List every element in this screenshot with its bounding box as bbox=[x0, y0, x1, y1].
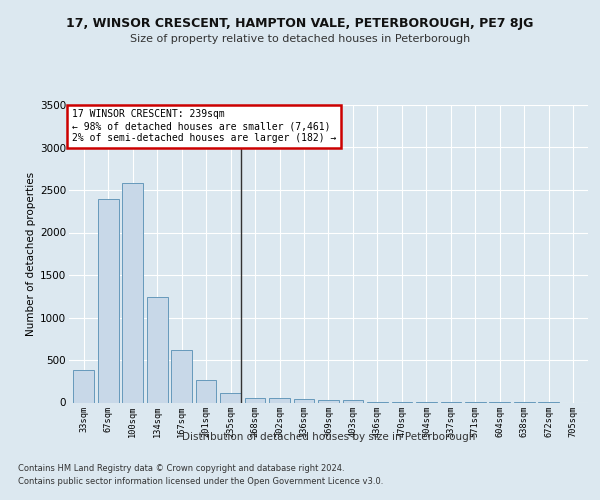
Bar bbox=[147, 297, 167, 403]
Y-axis label: Number of detached properties: Number of detached properties bbox=[26, 172, 36, 336]
Bar bbox=[196, 380, 217, 402]
Bar bbox=[343, 400, 364, 402]
Text: Contains public sector information licensed under the Open Government Licence v3: Contains public sector information licen… bbox=[18, 478, 383, 486]
Bar bbox=[245, 398, 265, 402]
Bar bbox=[220, 393, 241, 402]
Bar bbox=[318, 400, 339, 402]
Bar bbox=[122, 183, 143, 402]
Text: Contains HM Land Registry data © Crown copyright and database right 2024.: Contains HM Land Registry data © Crown c… bbox=[18, 464, 344, 473]
Text: Distribution of detached houses by size in Peterborough: Distribution of detached houses by size … bbox=[182, 432, 475, 442]
Text: 17 WINSOR CRESCENT: 239sqm
← 98% of detached houses are smaller (7,461)
2% of se: 17 WINSOR CRESCENT: 239sqm ← 98% of deta… bbox=[71, 110, 336, 142]
Bar bbox=[171, 350, 192, 403]
Bar bbox=[269, 398, 290, 402]
Bar bbox=[98, 200, 119, 402]
Text: 17, WINSOR CRESCENT, HAMPTON VALE, PETERBOROUGH, PE7 8JG: 17, WINSOR CRESCENT, HAMPTON VALE, PETER… bbox=[67, 18, 533, 30]
Text: Size of property relative to detached houses in Peterborough: Size of property relative to detached ho… bbox=[130, 34, 470, 44]
Bar bbox=[293, 399, 314, 402]
Bar bbox=[73, 370, 94, 402]
